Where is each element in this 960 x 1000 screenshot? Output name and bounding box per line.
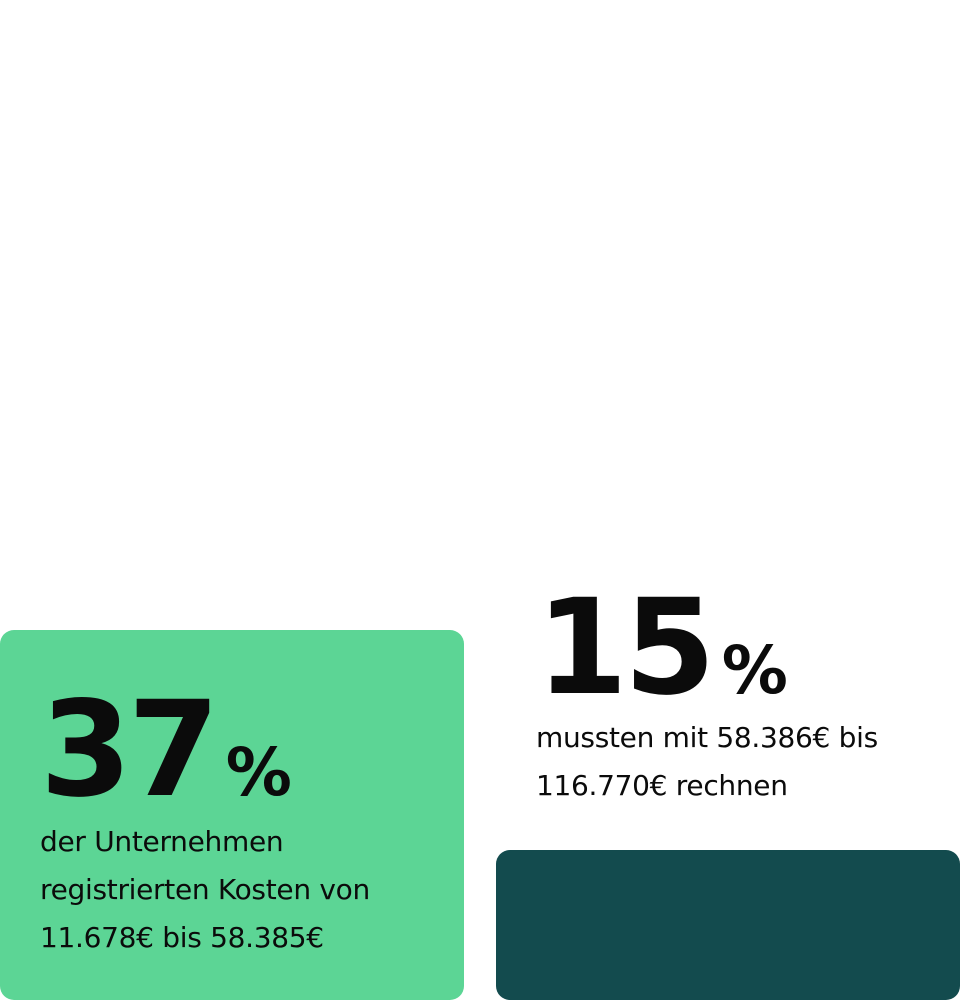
stat-caption-line: 11.678€ bis 58.385€ (40, 921, 324, 954)
stat-caption: der Unternehmen registrierten Kosten von… (40, 818, 460, 962)
stat-card-green (0, 630, 464, 1000)
stat-37-percent: 37% der Unternehmen registrierten Kosten… (40, 684, 460, 962)
stat-value: 37 (40, 673, 220, 827)
stat-card-dark (496, 850, 960, 1000)
stat-caption-line: registrierten Kosten von (40, 873, 370, 906)
stat-15-percent: 15% mussten mit 58.386€ bis 116.770€ rec… (536, 582, 956, 810)
stat-caption-line: 116.770€ rechnen (536, 769, 788, 802)
stat-value-row: 37% (40, 684, 460, 816)
stat-value-row: 15% (536, 582, 956, 714)
stat-unit: % (225, 734, 292, 811)
stat-value: 15 (536, 571, 716, 725)
stat-unit: % (721, 632, 788, 709)
stat-caption-line: mussten mit 58.386€ bis (536, 721, 878, 754)
stat-caption: mussten mit 58.386€ bis 116.770€ rechnen (536, 714, 956, 810)
stat-caption-line: der Unternehmen (40, 825, 284, 858)
